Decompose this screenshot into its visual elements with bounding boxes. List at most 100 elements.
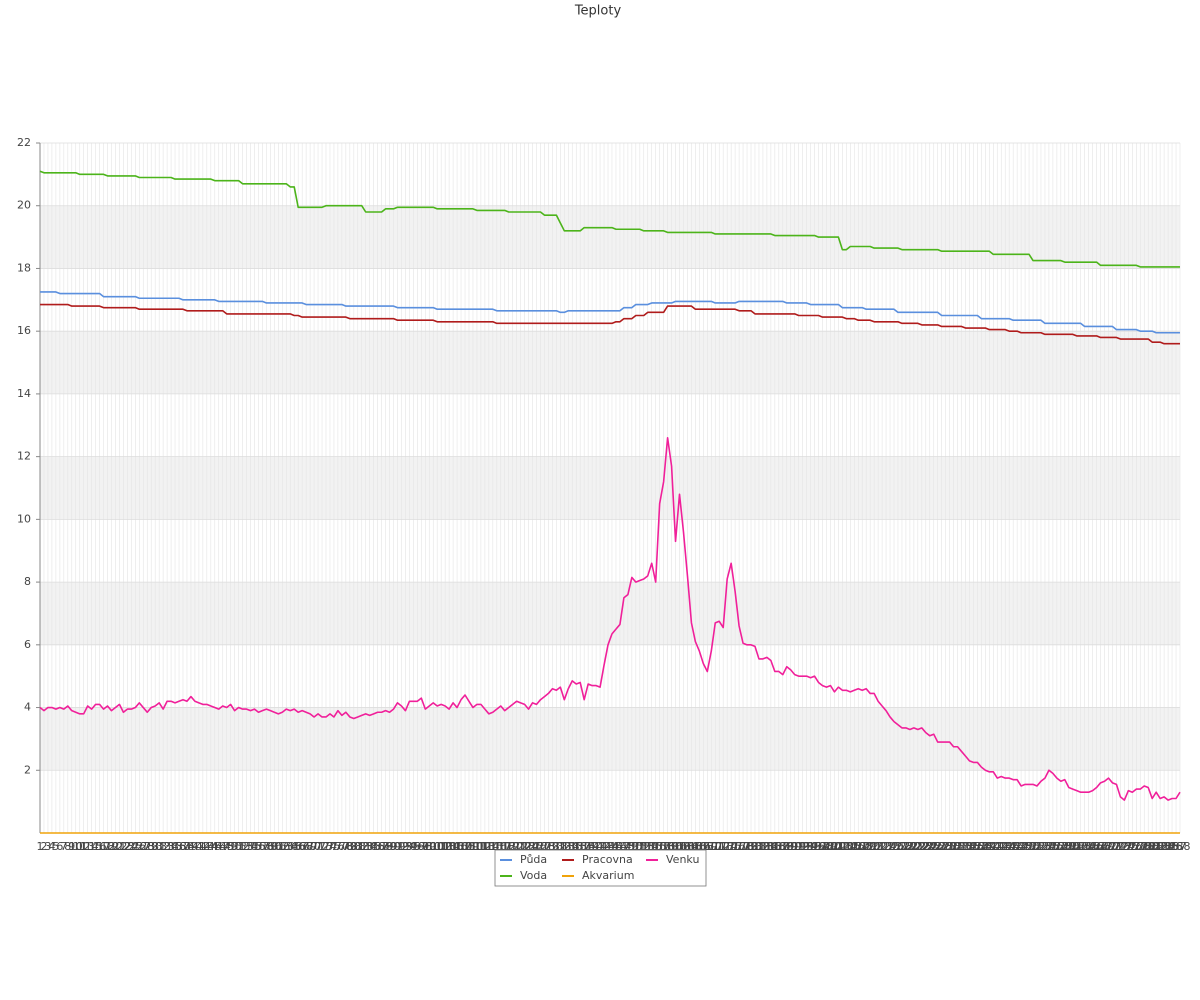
x-tick-label: 99 xyxy=(422,840,436,853)
x-tick-label: 4 xyxy=(48,840,55,853)
x-tick-label: 180 xyxy=(741,840,762,853)
x-tick-label: 248 xyxy=(1011,840,1032,853)
x-tick-label: 107 xyxy=(451,840,472,853)
x-tick-label: 15 xyxy=(89,840,103,853)
x-tick-label: 106 xyxy=(447,840,468,853)
x-tick-label: 235 xyxy=(959,840,980,853)
x-tick-label: 212 xyxy=(868,840,889,853)
x-tick-label: 240 xyxy=(979,840,1000,853)
x-tick-label: 273 xyxy=(1110,840,1131,853)
x-tick-label: 262 xyxy=(1066,840,1087,853)
x-tick-label: 224 xyxy=(915,840,936,853)
x-tick-label: 81 xyxy=(351,840,365,853)
x-tick-label: 246 xyxy=(1003,840,1024,853)
x-tick-label: 69 xyxy=(303,840,317,853)
x-tick-label: 175 xyxy=(721,840,742,853)
x-tick-label: 52 xyxy=(236,840,250,853)
x-tick-label: 33 xyxy=(160,840,174,853)
x-tick-label: 100 xyxy=(423,840,444,853)
x-tick-label: 62 xyxy=(275,840,289,853)
x-tick-label: 184 xyxy=(756,840,777,853)
x-tick-label: 29 xyxy=(144,840,158,853)
x-tick-label: 17 xyxy=(97,840,111,853)
x-tick-label: 25 xyxy=(128,840,142,853)
x-tick-label: 204 xyxy=(836,840,857,853)
x-tick-label: 46 xyxy=(212,840,226,853)
x-tick-label: 42 xyxy=(196,840,210,853)
x-tick-label: 75 xyxy=(327,840,341,853)
x-tick-label: 95 xyxy=(406,840,420,853)
x-tick-label: 1 xyxy=(37,840,44,853)
x-tick-label: 9 xyxy=(68,840,75,853)
x-tick-label: 182 xyxy=(748,840,769,853)
x-tick-label: 45 xyxy=(208,840,222,853)
x-tick-label: 26 xyxy=(132,840,146,853)
x-tick-label: 245 xyxy=(999,840,1020,853)
x-tick-label: 282 xyxy=(1146,840,1167,853)
x-tick-label: 171 xyxy=(705,840,726,853)
x-tick-label: 179 xyxy=(737,840,758,853)
x-tick-label: 267 xyxy=(1086,840,1107,853)
x-tick-label: 60 xyxy=(267,840,281,853)
x-tick-label: 18 xyxy=(101,840,115,853)
x-tick-label: 221 xyxy=(903,840,924,853)
y-tick-label: 6 xyxy=(24,638,31,651)
x-tick-label: 108 xyxy=(455,840,476,853)
legend-label: Akvarium xyxy=(582,869,634,882)
x-tick-label: 101 xyxy=(427,840,448,853)
x-tick-label: 105 xyxy=(443,840,464,853)
x-tick-label: 287 xyxy=(1166,840,1187,853)
grid-band xyxy=(40,331,1180,394)
x-tick-label: 234 xyxy=(955,840,976,853)
x-tick-label: 36 xyxy=(172,840,186,853)
x-tick-label: 188 xyxy=(772,840,793,853)
x-tick-label: 185 xyxy=(760,840,781,853)
x-tick-label: 243 xyxy=(991,840,1012,853)
x-tick-label: 64 xyxy=(283,840,297,853)
series-line xyxy=(40,291,1180,334)
x-tick-label: 87 xyxy=(375,840,389,853)
x-tick-label: 210 xyxy=(860,840,881,853)
series-line xyxy=(39,170,1180,268)
x-tick-label: 32 xyxy=(156,840,170,853)
legend-label: Pracovna xyxy=(582,853,633,866)
x-tick-label: 70 xyxy=(307,840,321,853)
x-tick-label: 202 xyxy=(828,840,849,853)
x-tick-label: 266 xyxy=(1082,840,1103,853)
x-tick-label: 183 xyxy=(752,840,773,853)
x-tick-label: 48 xyxy=(220,840,234,853)
x-tick-label: 229 xyxy=(935,840,956,853)
y-tick-label: 20 xyxy=(17,199,31,212)
x-tick-label: 90 xyxy=(387,840,401,853)
x-tick-label: 239 xyxy=(975,840,996,853)
x-tick-label: 271 xyxy=(1102,840,1123,853)
x-tick-label: 11 xyxy=(73,840,87,853)
x-tick-label: 198 xyxy=(812,840,833,853)
x-tick-label: 215 xyxy=(880,840,901,853)
x-tick-label: 272 xyxy=(1106,840,1127,853)
x-tick-label: 191 xyxy=(784,840,805,853)
x-tick-label: 58 xyxy=(259,840,273,853)
x-tick-label: 249 xyxy=(1015,840,1036,853)
x-tick-label: 194 xyxy=(796,840,817,853)
x-tick-label: 5 xyxy=(52,840,59,853)
legend-label: Voda xyxy=(520,869,547,882)
x-tick-label: 270 xyxy=(1098,840,1119,853)
x-tick-label: 277 xyxy=(1126,840,1147,853)
x-tick-label: 201 xyxy=(824,840,845,853)
series-line xyxy=(39,437,1181,801)
x-tick-label: 247 xyxy=(1007,840,1028,853)
y-tick-label: 18 xyxy=(17,261,31,274)
x-tick-label: 214 xyxy=(876,840,897,853)
x-tick-label: 173 xyxy=(713,840,734,853)
x-tick-label: 227 xyxy=(927,840,948,853)
x-tick-label: 30 xyxy=(148,840,162,853)
x-tick-label: 104 xyxy=(439,840,460,853)
x-tick-label: 66 xyxy=(291,840,305,853)
x-tick-label: 178 xyxy=(733,840,754,853)
x-tick-label: 264 xyxy=(1074,840,1095,853)
x-tick-label: 82 xyxy=(355,840,369,853)
x-tick-label: 230 xyxy=(939,840,960,853)
x-tick-label: 216 xyxy=(884,840,905,853)
x-tick-label: 192 xyxy=(788,840,809,853)
